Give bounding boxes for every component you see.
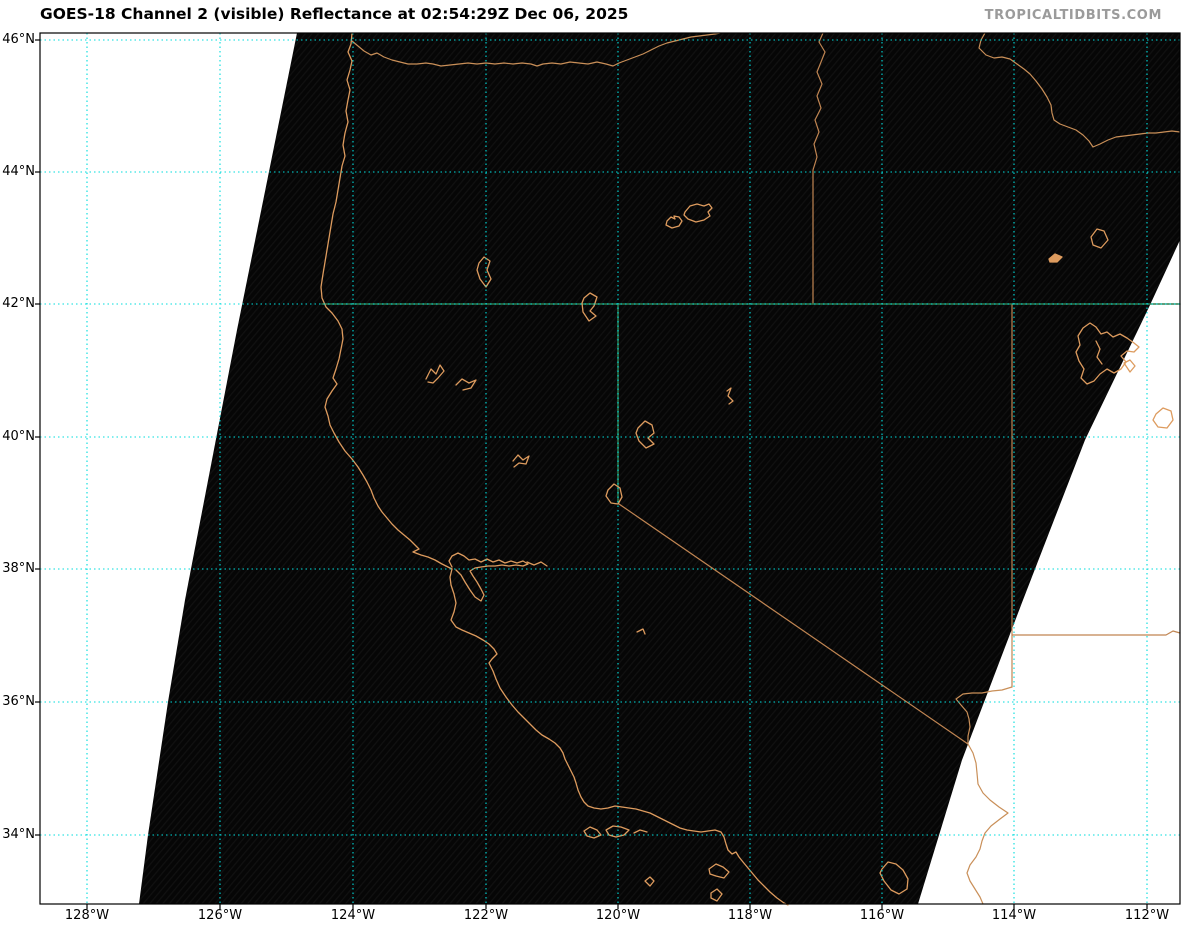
island-anacapa (633, 829, 648, 834)
salt-lake-detail (1095, 340, 1103, 365)
latlon-gridlines (40, 33, 1180, 904)
colorado-river (955, 686, 1013, 905)
idaho-lake (1048, 253, 1063, 263)
island-santa-barbara (644, 876, 655, 887)
snake-river (978, 32, 1181, 148)
lon-label: 112°W (1124, 908, 1170, 923)
lat-label: 46°N (2, 32, 35, 47)
lat-label: 44°N (2, 164, 35, 179)
salton-sea (879, 861, 909, 895)
lon-label: 122°W (463, 908, 509, 923)
lon-label: 128°W (64, 908, 110, 923)
island-catalina (708, 863, 730, 879)
malheur-lake-west (665, 215, 683, 229)
salt-lake-south (1123, 359, 1136, 373)
lon-label: 116°W (859, 908, 905, 923)
malheur-lake-east (683, 203, 713, 223)
island-santa-cruz (605, 825, 630, 838)
satellite-swath (139, 33, 1180, 904)
goose-lake (581, 292, 598, 322)
reservoir-dash (636, 628, 646, 635)
image-title: GOES-18 Channel 2 (visible) Reflectance … (40, 5, 629, 23)
swath-texture (139, 33, 1180, 904)
pyramid-squiggle (726, 387, 734, 405)
lake-tahoe (605, 483, 623, 505)
sf-bay (448, 552, 529, 602)
honey-lake (635, 420, 655, 449)
lon-label: 118°W (727, 908, 773, 923)
island-san-clemente (710, 888, 723, 902)
lat-label: 42°N (2, 296, 35, 311)
lat-label: 40°N (2, 429, 35, 444)
lat-label: 36°N (2, 694, 35, 709)
utah-lake (1152, 407, 1174, 429)
delta-channel (526, 561, 548, 567)
great-salt-lake (1075, 322, 1140, 385)
lat-label: 34°N (2, 827, 35, 842)
coastline-south (449, 568, 789, 906)
lake-oroville (512, 454, 530, 468)
lon-label: 120°W (595, 908, 641, 923)
axes-frame (39, 32, 1181, 905)
ut-az-border (1011, 630, 1181, 636)
columbia-river (351, 32, 721, 67)
trinity-lake (455, 378, 477, 391)
oregon-idaho-border (812, 32, 826, 304)
american-falls-lake (1090, 228, 1109, 249)
lon-label: 126°W (197, 908, 243, 923)
plot-frame (35, 32, 1181, 909)
lon-label: 124°W (330, 908, 376, 923)
site-watermark: TROPICALTIDBITS.COM (984, 8, 1162, 23)
coastline-north (320, 32, 453, 570)
ca-nv-diagonal-border (618, 503, 969, 745)
lat-label: 38°N (2, 561, 35, 576)
lon-label: 114°W (991, 908, 1037, 923)
shasta-lake (425, 364, 445, 384)
island-santa-rosa (583, 826, 602, 839)
